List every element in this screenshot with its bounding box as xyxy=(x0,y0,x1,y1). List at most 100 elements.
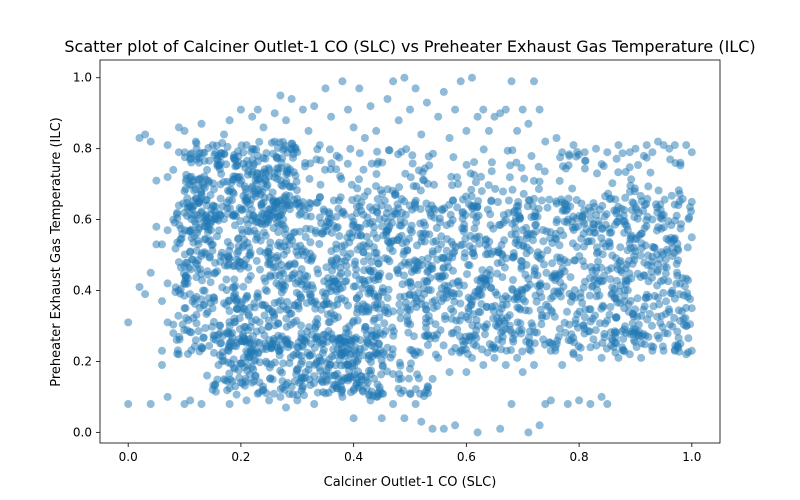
scatter-point xyxy=(587,215,595,223)
scatter-point xyxy=(347,388,355,396)
scatter-point xyxy=(531,264,539,272)
y-tick-label: 0.4 xyxy=(73,284,92,298)
scatter-point xyxy=(470,171,478,179)
scatter-point xyxy=(592,326,600,334)
scatter-point xyxy=(225,252,233,260)
scatter-point xyxy=(508,146,516,154)
scatter-point xyxy=(524,428,532,436)
scatter-point xyxy=(410,332,418,340)
scatter-point xyxy=(359,300,367,308)
scatter-point xyxy=(424,341,432,349)
scatter-point xyxy=(440,341,448,349)
scatter-point xyxy=(244,354,252,362)
scatter-point xyxy=(488,158,496,166)
scatter-point xyxy=(494,336,502,344)
scatter-point xyxy=(457,77,465,85)
scatter-point xyxy=(412,294,420,302)
scatter-point xyxy=(212,336,220,344)
scatter-point xyxy=(449,267,457,275)
scatter-point xyxy=(262,149,270,157)
scatter-point xyxy=(327,309,335,317)
scatter-point xyxy=(253,257,261,265)
scatter-point xyxy=(164,226,172,234)
scatter-point xyxy=(432,237,440,245)
scatter-point xyxy=(220,357,228,365)
scatter-point xyxy=(424,389,432,397)
scatter-point xyxy=(502,216,510,224)
scatter-point xyxy=(661,329,669,337)
scatter-point xyxy=(411,266,419,274)
scatter-point xyxy=(479,361,487,369)
scatter-point xyxy=(499,188,507,196)
scatter-point xyxy=(182,171,190,179)
scatter-point xyxy=(632,203,640,211)
scatter-point xyxy=(264,211,272,219)
x-tick-label: 0.6 xyxy=(457,450,476,464)
scatter-point xyxy=(551,347,559,355)
scatter-point xyxy=(173,210,181,218)
scatter-point xyxy=(216,322,224,330)
scatter-point xyxy=(220,131,228,139)
scatter-point xyxy=(388,350,396,358)
scatter-point xyxy=(417,300,425,308)
scatter-point xyxy=(256,318,264,326)
scatter-point xyxy=(365,252,373,260)
scatter-point xyxy=(397,389,405,397)
scatter-point xyxy=(310,400,318,408)
scatter-point xyxy=(205,342,213,350)
y-tick-label: 0.0 xyxy=(73,425,92,439)
scatter-point xyxy=(478,187,486,195)
scatter-point xyxy=(551,313,559,321)
scatter-point xyxy=(217,195,225,203)
scatter-point xyxy=(310,102,318,110)
scatter-point xyxy=(214,156,222,164)
scatter-point xyxy=(662,297,670,305)
scatter-point xyxy=(302,334,310,342)
scatter-point xyxy=(346,250,354,258)
scatter-point xyxy=(634,294,642,302)
scatter-point xyxy=(276,367,284,375)
scatter-point xyxy=(446,134,454,142)
scatter-point xyxy=(631,184,639,192)
scatter-point xyxy=(528,152,536,160)
scatter-point xyxy=(256,266,264,274)
x-tick-label: 0.2 xyxy=(231,450,250,464)
scatter-point xyxy=(372,127,380,135)
scatter-point xyxy=(534,248,542,256)
scatter-point xyxy=(337,258,345,266)
scatter-point xyxy=(353,294,361,302)
scatter-point xyxy=(408,151,416,159)
scatter-point xyxy=(201,287,209,295)
scatter-point xyxy=(417,230,425,238)
scatter-point xyxy=(270,313,278,321)
scatter-point xyxy=(236,180,244,188)
scatter-point xyxy=(297,294,305,302)
scatter-point xyxy=(637,354,645,362)
scatter-point xyxy=(183,212,191,220)
scatter-point xyxy=(164,141,172,149)
scatter-point xyxy=(373,148,381,156)
scatter-point xyxy=(362,220,370,228)
scatter-point xyxy=(344,269,352,277)
scatter-point xyxy=(565,150,573,158)
scatter-point xyxy=(502,361,510,369)
scatter-point xyxy=(641,340,649,348)
scatter-point xyxy=(549,292,557,300)
scatter-point xyxy=(262,232,270,240)
scatter-point xyxy=(383,367,391,375)
scatter-point xyxy=(181,127,189,135)
scatter-point xyxy=(417,187,425,195)
scatter-point xyxy=(199,334,207,342)
scatter-point xyxy=(295,211,303,219)
scatter-point xyxy=(304,280,312,288)
scatter-point xyxy=(557,293,565,301)
scatter-point xyxy=(210,349,218,357)
scatter-point xyxy=(402,145,410,153)
scatter-point xyxy=(366,203,374,211)
scatter-point xyxy=(573,148,581,156)
scatter-point xyxy=(372,182,380,190)
scatter-point xyxy=(606,229,614,237)
scatter-point xyxy=(381,351,389,359)
scatter-point xyxy=(582,157,590,165)
scatter-point xyxy=(288,310,296,318)
